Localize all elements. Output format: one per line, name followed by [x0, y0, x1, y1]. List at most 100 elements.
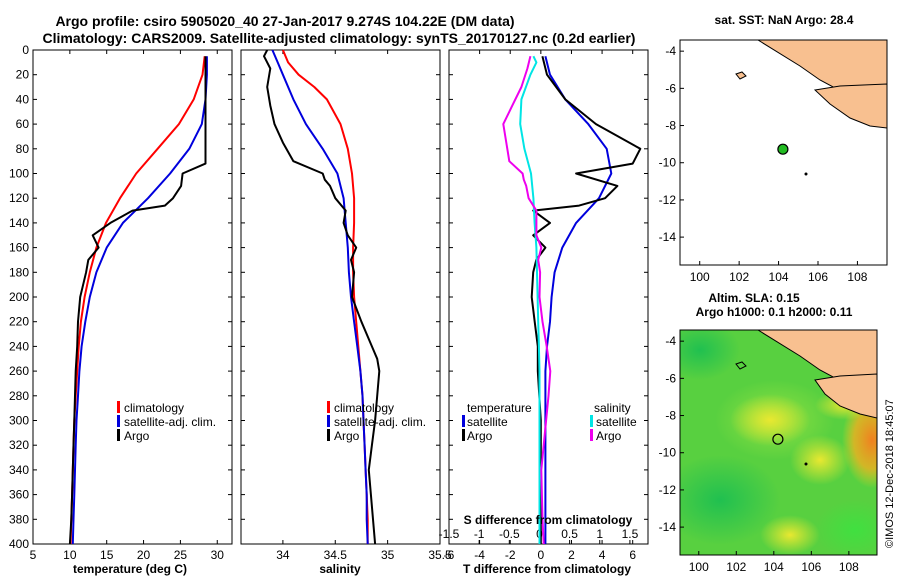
map-lat-tick-label: -8	[665, 119, 676, 133]
map-lat-tick-label: -4	[665, 44, 676, 58]
depth-tick-label: 0	[22, 43, 29, 57]
depth-tick-label: 80	[16, 142, 30, 156]
s-diff-x-tick-label: 0.5	[561, 527, 578, 541]
legend-label-argo: Argo	[334, 429, 360, 443]
legend-swatch-temp-argo	[462, 429, 465, 441]
figure-title-line2: Climatology: CARS2009. Satellite-adjuste…	[43, 30, 636, 46]
sst-map: 100 102 104 106 108 -4 -6 -8 -10 -12 -14	[659, 39, 888, 284]
map-lon-tick-label: 106	[801, 560, 821, 574]
map-lat-tick-label: -4	[665, 334, 676, 348]
legend-label-argo: Argo	[124, 429, 150, 443]
s-diff-x-tick-label: 1.5	[622, 527, 639, 541]
t-diff-x-tick-label: -6	[444, 548, 455, 562]
salinity-x-tick-label: 35.5	[428, 548, 452, 562]
legend-label-temp-satellite: satellite	[467, 415, 508, 429]
legend-swatch-temp-satellite	[462, 415, 465, 427]
legend-title-temperature: temperature	[467, 401, 532, 415]
java-land	[814, 373, 877, 419]
legend-label-sal-satellite: satellite	[596, 415, 637, 429]
depth-tick-label: 340	[9, 463, 29, 477]
sla-map: 100 102 104 106 108 -4 -6 -8 -10 -12 -14	[659, 329, 878, 574]
map-lon-tick-label: 104	[769, 270, 789, 284]
t-diff-x-tick-label: 0	[538, 548, 545, 562]
map-lat-tick-label: -12	[659, 483, 677, 497]
map-lat-tick-label: -12	[659, 193, 677, 207]
map-lat-tick-label: -14	[659, 520, 677, 534]
s-diff-x-tick-label: -0.5	[499, 527, 520, 541]
sst-map-title: sat. SST: NaN Argo: 28.4	[715, 13, 854, 27]
island-1	[735, 361, 747, 370]
temperature-x-tick-label: 30	[211, 548, 225, 562]
series-climatology	[281, 49, 369, 544]
depth-axis: 0 20 40 60 80 100 120 140 160 180 200 220 240 260 280 3…	[9, 43, 648, 551]
t-diff-x-tick-label: 4	[599, 548, 606, 562]
t-diff-x-tick-label: 6	[629, 548, 636, 562]
temperature-x-tick-label: 15	[100, 548, 114, 562]
map-lon-tick-label: 104	[764, 560, 784, 574]
salinity-series	[263, 49, 381, 545]
figure-title-line1: Argo profile: csiro 5905020_40 27-Jan-20…	[55, 13, 514, 29]
legend-swatch-sal-argo	[590, 429, 593, 441]
depth-tick-label: 260	[9, 364, 29, 378]
legend-swatch-argo	[117, 429, 120, 441]
depth-tick-label: 360	[9, 488, 29, 502]
salinity-x-tick-label: 35	[381, 548, 395, 562]
t-diff-x-tick-label: -2	[505, 548, 516, 562]
depth-tick-label: 400	[9, 537, 29, 551]
sla-map-axes: 100 102 104 106 108 -4 -6 -8 -10 -12 -14	[659, 334, 860, 574]
map-lat-tick-label: -14	[659, 230, 677, 244]
s-diff-x-tick-label: -1	[474, 527, 485, 541]
temperature-x-tick-label: 5	[30, 548, 37, 562]
series-salinity-satellite	[519, 55, 541, 544]
depth-tick-label: 320	[9, 438, 29, 452]
salinity-x-tick-label: 34.5	[324, 548, 348, 562]
sla-map-title-line1: Altim. SLA: 0.15	[708, 291, 800, 305]
temperature-x-tick-label: 25	[174, 548, 188, 562]
sst-map-frame	[679, 39, 888, 266]
salinity-axis-label: salinity	[319, 562, 361, 576]
series-argo	[263, 49, 381, 545]
series-argo	[68, 56, 207, 545]
legend-swatch-satellite	[327, 415, 330, 427]
t-diff-x-tick-label: 2	[568, 548, 575, 562]
depth-tick-label: 380	[9, 512, 29, 526]
legend-label-climatology: climatology	[124, 401, 184, 415]
imos-watermark: ©IMOS 12-Dec-2018 18:45:07	[884, 399, 896, 548]
sla-blob	[730, 394, 810, 446]
series-temperature-satellite	[544, 55, 613, 544]
t-diff-x-tick-label: -4	[474, 548, 485, 562]
island-christmas	[804, 172, 808, 176]
temperature-axis-label: temperature (deg C)	[73, 562, 187, 576]
series-satellite-adj-clim-	[71, 56, 208, 545]
series-climatology	[69, 56, 206, 545]
legend-swatch-argo	[327, 429, 330, 441]
map-lon-tick-label: 100	[690, 270, 710, 284]
sla-blob	[790, 435, 850, 485]
depth-tick-label: 20	[16, 68, 30, 82]
map-lon-tick-label: 106	[808, 270, 828, 284]
sla-blob	[760, 515, 820, 555]
depth-tick-label: 240	[9, 339, 29, 353]
island-1	[735, 71, 747, 80]
depth-tick-label: 160	[9, 241, 29, 255]
legend-label-sal-argo: Argo	[596, 429, 622, 443]
legend-label-satellite: satellite-adj. clim.	[124, 415, 216, 429]
map-lon-tick-label: 108	[847, 270, 867, 284]
temperature-x-tick-label: 10	[63, 548, 77, 562]
map-lon-tick-label: 102	[729, 270, 749, 284]
sla-map-title-line2: Argo h1000: 0.1 h2000: 0.11	[696, 305, 853, 319]
argo-float-marker	[777, 143, 789, 155]
temperature-legend: climatology satellite-adj. clim. Argo	[117, 401, 216, 443]
depth-tick-label: 280	[9, 389, 29, 403]
depth-tick-label: 140	[9, 216, 29, 230]
s-diff-x-tick-label: -1.5	[439, 527, 460, 541]
legend-label-climatology: climatology	[334, 401, 394, 415]
map-lon-tick-label: 108	[839, 560, 859, 574]
s-difference-x-axis: -1.5 -1 -0.5 0 0.5 1 1.5	[439, 527, 639, 544]
sla-blob	[815, 500, 877, 555]
map-lat-tick-label: -6	[665, 371, 676, 385]
s-difference-axis-label: S difference from climatology	[464, 513, 633, 527]
legend-swatch-climatology	[327, 401, 330, 413]
difference-panel-frame	[448, 49, 649, 545]
